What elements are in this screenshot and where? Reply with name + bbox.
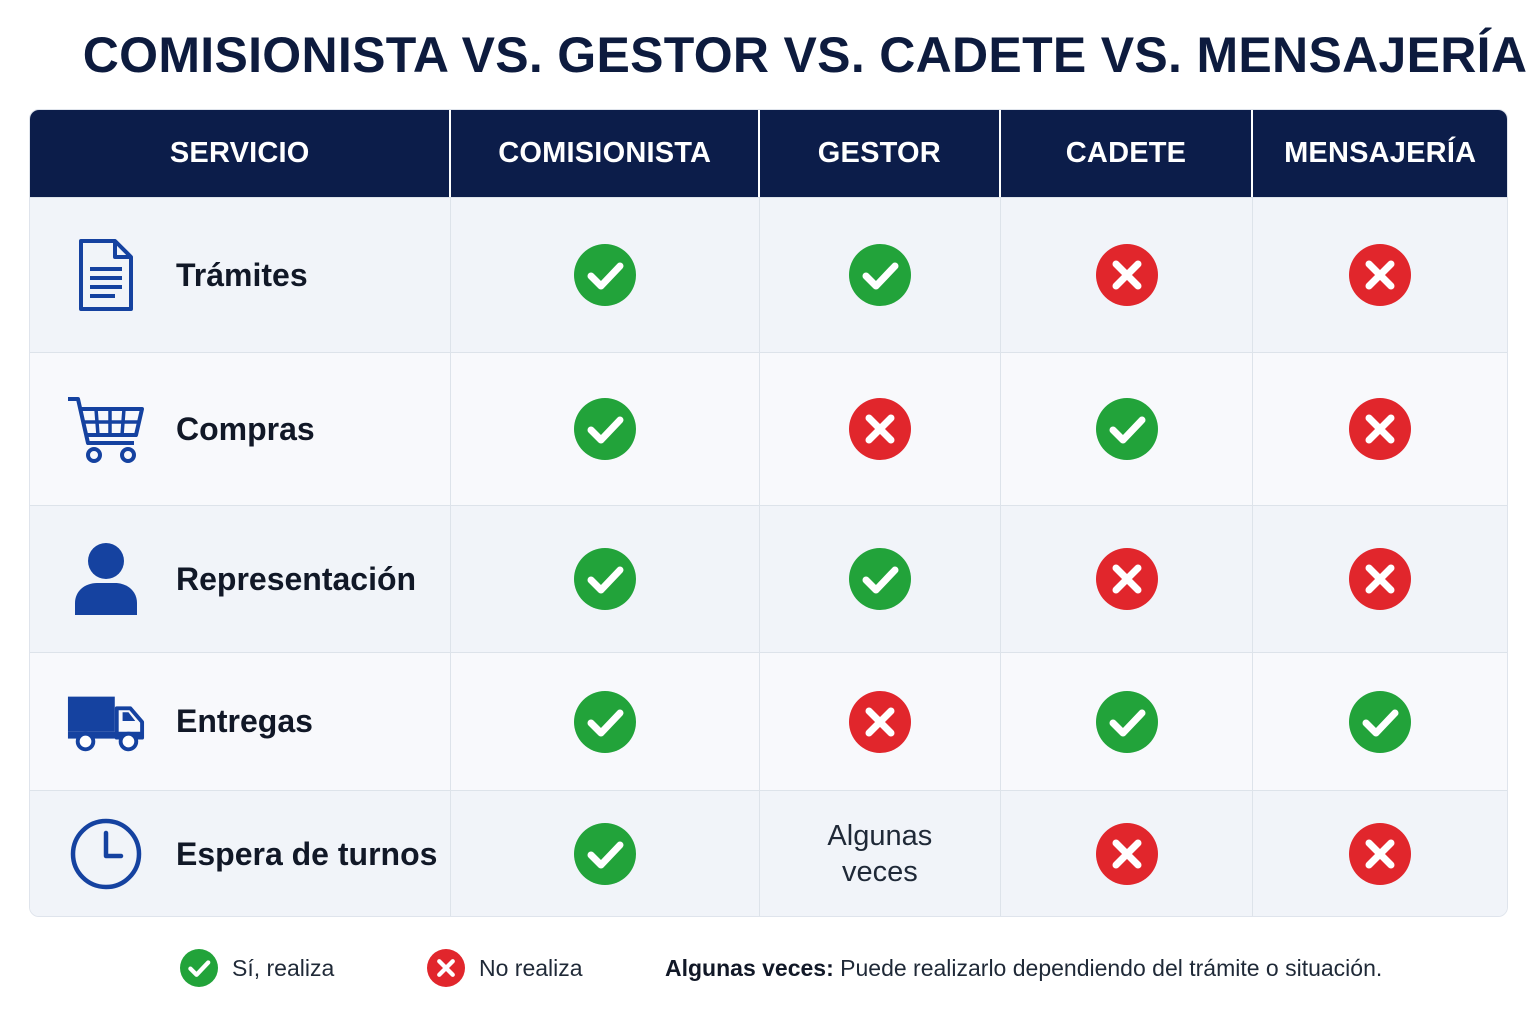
legend: Sí, realiza No realiza Algunas veces: Pu…	[0, 946, 1536, 990]
clock-icon	[66, 814, 146, 894]
shopping-cart-icon	[66, 389, 146, 469]
cross-icon	[848, 398, 911, 460]
table-row: Trámites	[30, 197, 1507, 352]
cross-icon	[1349, 244, 1412, 306]
person-icon	[66, 539, 146, 619]
cross-icon	[1349, 548, 1412, 610]
comparison-table: SERVICIO COMISIONISTA GESTOR CADETE MENS…	[29, 109, 1508, 917]
check-icon	[574, 823, 637, 885]
legend-partial: Algunas veces: Puede realizarlo dependie…	[665, 946, 1382, 990]
partial-line: veces	[841, 856, 918, 888]
cell-mensajeria	[1253, 506, 1507, 652]
cell-comisionista	[451, 198, 760, 352]
cell-comisionista	[451, 791, 760, 916]
partial-line: Algunas	[827, 820, 933, 852]
check-icon	[1349, 690, 1412, 753]
service-label: Representación	[176, 560, 417, 597]
cross-icon	[848, 690, 911, 753]
cell-cadete	[1001, 506, 1254, 652]
document-icon	[66, 235, 146, 315]
table-row: Espera de turnos Algunas veces	[30, 790, 1507, 916]
cross-icon	[1349, 398, 1412, 460]
truck-icon	[66, 682, 146, 762]
cell-gestor	[760, 353, 1001, 505]
page-title: COMISIONISTA VS. GESTOR VS. CADETE VS. M…	[82, 27, 1528, 83]
cell-mensajeria	[1253, 198, 1507, 352]
header-comisionista: COMISIONISTA	[451, 110, 760, 197]
service-label: Entregas	[176, 703, 313, 739]
service-cell: Entregas	[30, 653, 452, 790]
cell-gestor	[760, 198, 1001, 352]
cell-cadete	[1001, 198, 1254, 352]
cell-mensajeria	[1253, 653, 1507, 790]
check-icon	[1095, 690, 1158, 753]
cross-icon	[1095, 823, 1158, 885]
cross-icon	[1349, 823, 1412, 885]
service-label: Compras	[176, 410, 315, 447]
cell-mensajeria	[1253, 791, 1507, 916]
header-cadete: CADETE	[1001, 110, 1254, 197]
table-row: Representación	[30, 505, 1507, 652]
header-gestor: GESTOR	[760, 110, 1001, 197]
check-icon	[574, 690, 637, 753]
cell-gestor: Algunas veces	[760, 791, 1001, 916]
cell-comisionista	[451, 506, 760, 652]
cell-comisionista	[451, 653, 760, 790]
table-body: Trámites Compras Representación Entregas Esp…	[30, 197, 1507, 916]
table-row: Entregas	[30, 652, 1507, 790]
check-icon	[574, 398, 637, 460]
table-row: Compras	[30, 352, 1507, 505]
cross-icon	[427, 949, 465, 987]
cell-cadete	[1001, 791, 1254, 916]
check-icon	[848, 548, 911, 610]
legend-yes-label: Sí, realiza	[232, 954, 335, 981]
cell-gestor	[760, 506, 1001, 652]
cell-mensajeria	[1253, 353, 1507, 505]
cross-icon	[1095, 548, 1158, 610]
header-servicio: SERVICIO	[30, 110, 452, 197]
header-mensajeria: MENSAJERÍA	[1284, 137, 1477, 169]
check-icon	[180, 949, 218, 987]
check-icon	[1095, 398, 1158, 460]
service-cell: Espera de turnos	[30, 791, 452, 916]
cross-icon	[1095, 244, 1158, 306]
legend-no-label: No realiza	[479, 954, 583, 981]
partial-text: Algunas veces	[827, 818, 932, 890]
legend-partial-desc: Puede realizarlo dependiendo del trámite…	[833, 954, 1383, 981]
legend-no: No realiza	[427, 946, 583, 990]
service-label: Espera de turnos	[176, 835, 438, 872]
service-cell: Representación	[30, 506, 452, 652]
cell-comisionista	[451, 353, 760, 505]
service-cell: Trámites	[30, 198, 452, 352]
legend-yes: Sí, realiza	[180, 946, 334, 990]
check-icon	[574, 548, 637, 610]
service-label: Trámites	[176, 256, 308, 293]
service-cell: Compras	[30, 353, 452, 505]
table-header: SERVICIO COMISIONISTA GESTOR CADETE MENS…	[30, 110, 1507, 197]
cell-cadete	[1001, 653, 1254, 790]
check-icon	[574, 244, 637, 306]
check-icon	[848, 244, 911, 306]
cell-gestor	[760, 653, 1001, 790]
legend-partial-term: Algunas veces:	[665, 954, 834, 981]
cell-cadete	[1001, 353, 1254, 505]
